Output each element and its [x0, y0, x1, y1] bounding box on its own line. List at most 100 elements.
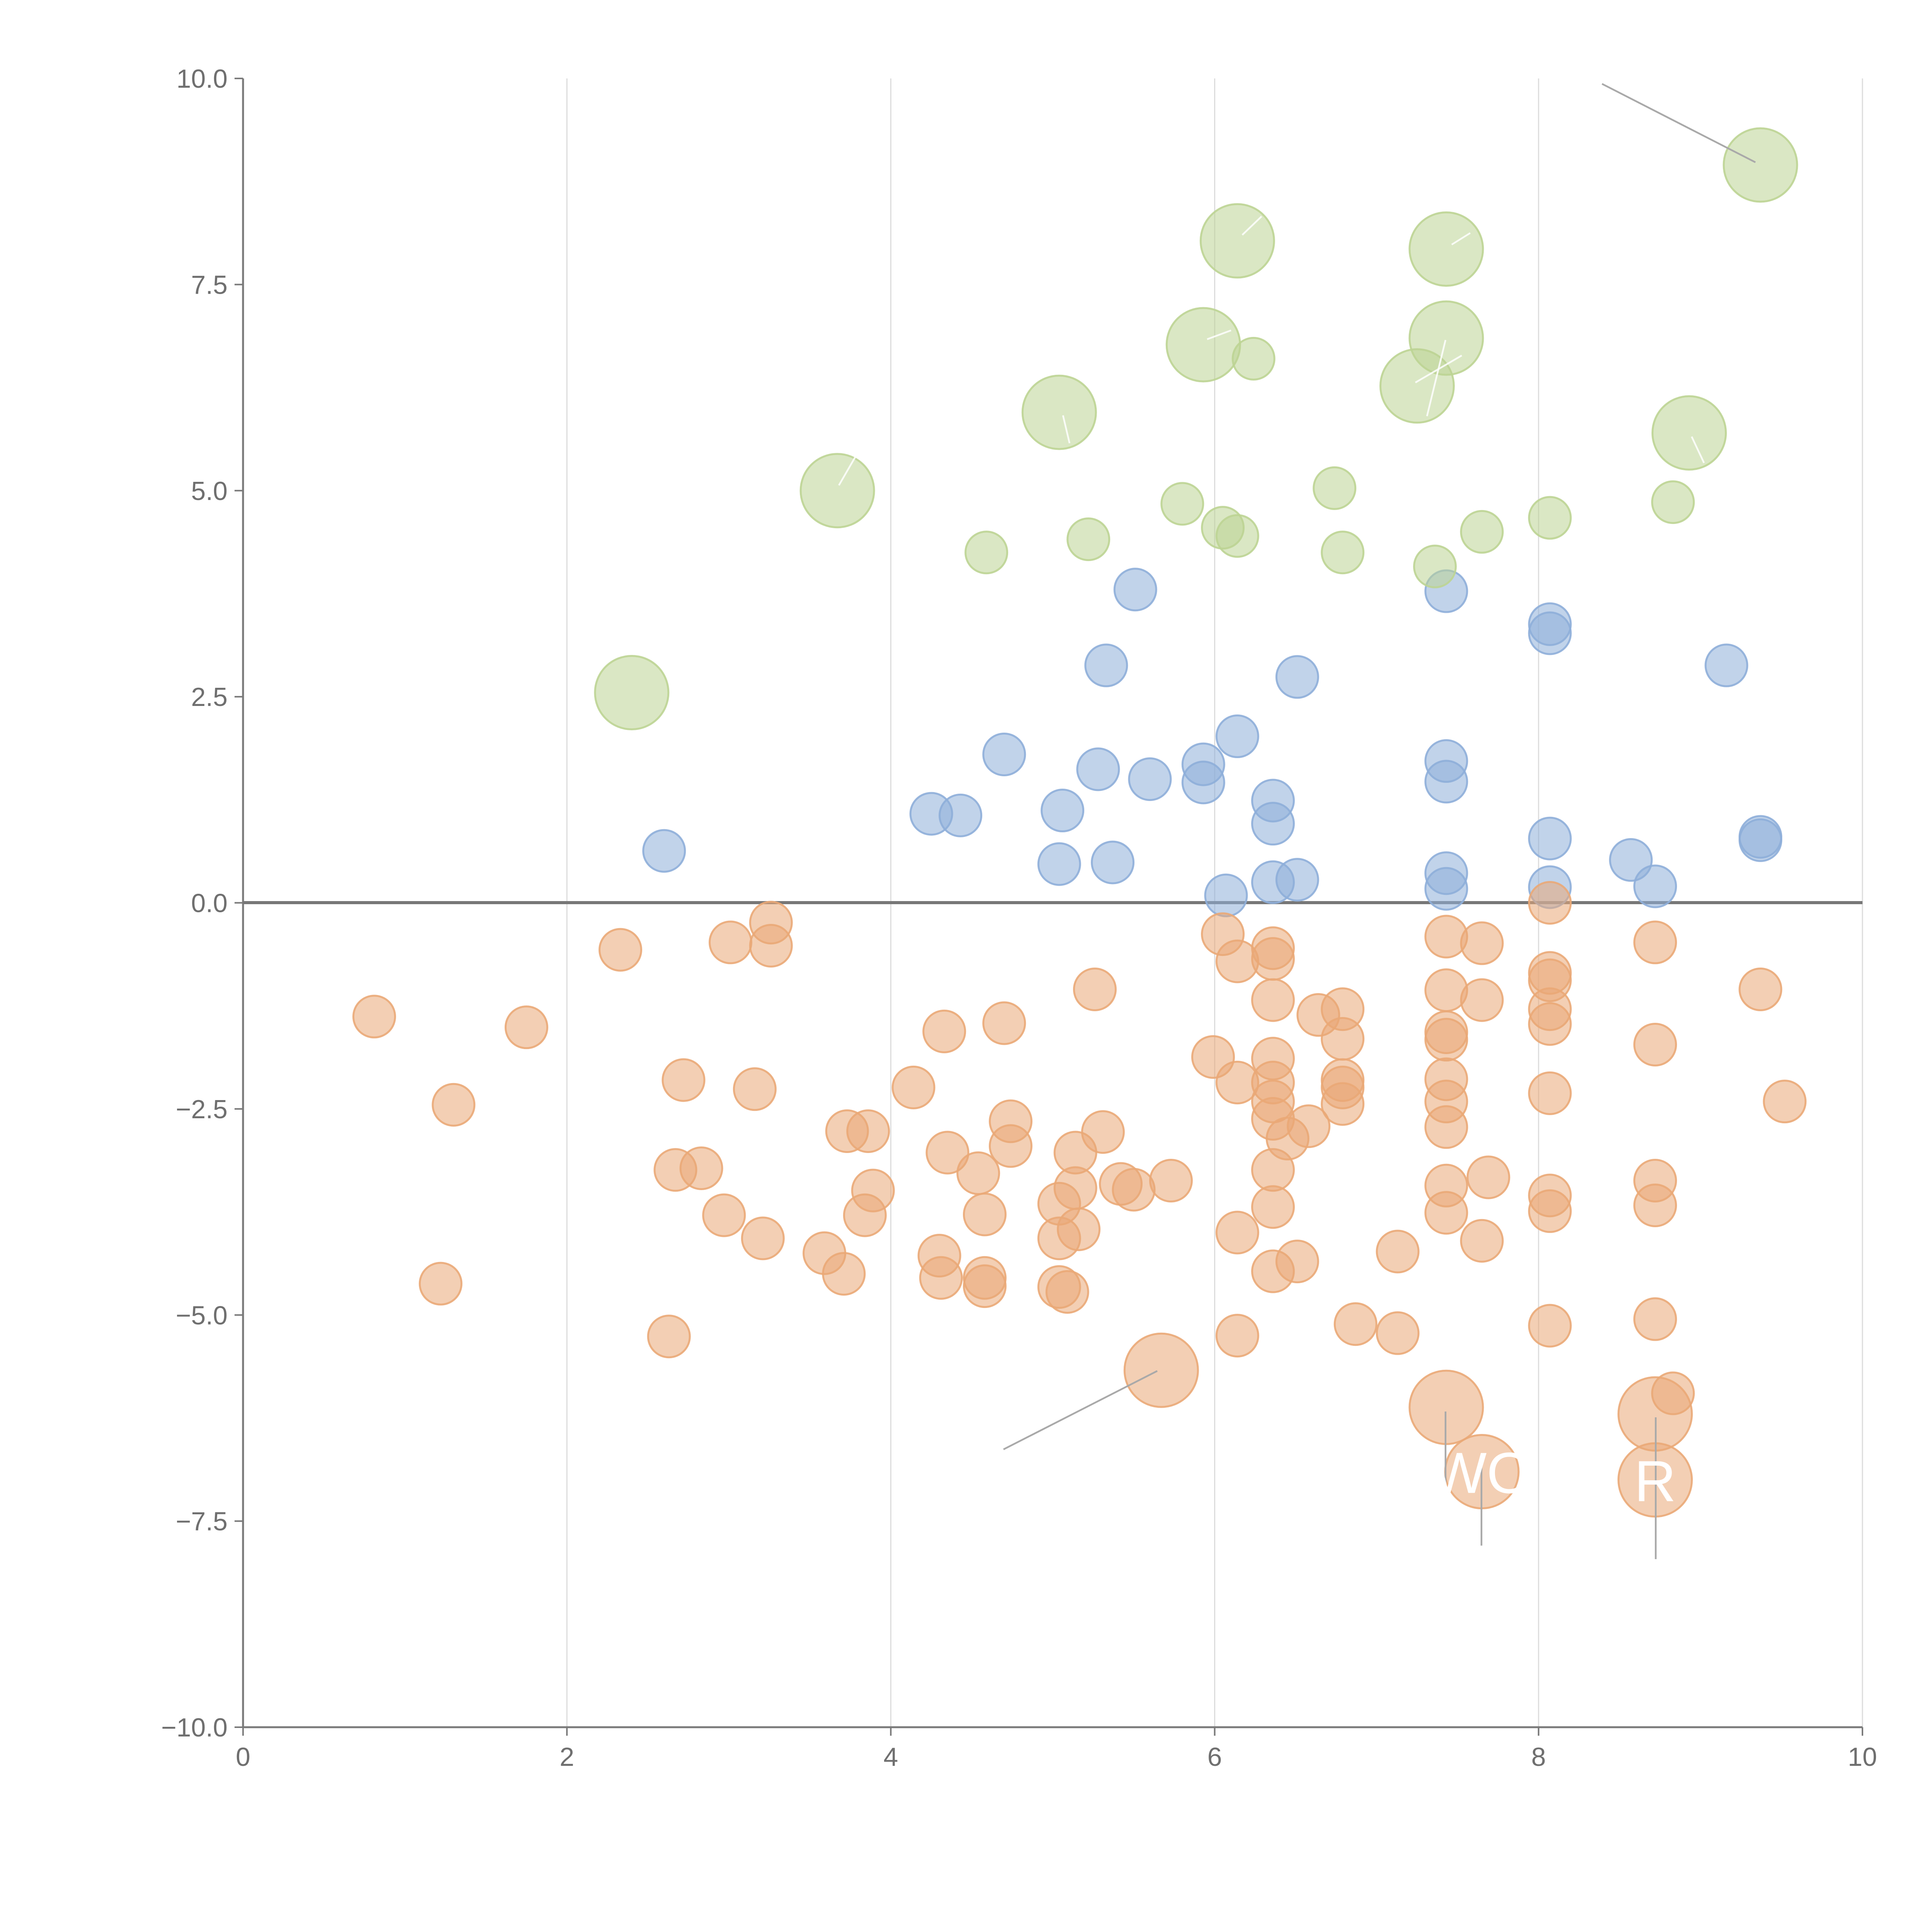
data-point-positive	[1084, 643, 1128, 687]
data-point-negative	[1287, 1104, 1331, 1148]
data-point-positive	[1041, 789, 1085, 833]
data-point-large-positive	[1651, 480, 1695, 524]
data-point-large-positive	[1021, 374, 1097, 450]
point-annotation-label: R	[1634, 1449, 1676, 1514]
data-point-large-negative	[1123, 1332, 1199, 1408]
data-point-negative	[1251, 978, 1295, 1022]
data-point-negative	[1045, 1270, 1089, 1314]
data-point-large-positive	[1199, 203, 1275, 279]
y-axis-ticks: −10.0 −7.5 −5.0 −2.5 0.0 2.5 5.0 7.5 10.0	[161, 64, 243, 1742]
data-point-negative	[1738, 968, 1782, 1012]
data-point-negative	[1633, 920, 1677, 964]
annotation-leader-lines	[838, 83, 1756, 1559]
data-point-negative	[647, 1315, 691, 1359]
data-point-positive	[1528, 816, 1572, 861]
data-point-negative	[1376, 1230, 1420, 1274]
y-tick-label: 7.5	[191, 270, 228, 299]
data-point-negative	[925, 1131, 969, 1175]
data-point-positive	[642, 829, 686, 873]
data-point-negative	[708, 920, 752, 964]
data-point-negative	[963, 1264, 1007, 1308]
data-point-negative	[1763, 1080, 1807, 1124]
x-tick-label: 4	[883, 1742, 898, 1772]
data-point-negative	[1149, 1158, 1193, 1202]
data-point-positive	[939, 793, 983, 837]
data-point-negative	[1321, 1017, 1365, 1061]
x-axis-ticks: 0 2 4 6 8 10	[236, 1727, 1877, 1772]
data-point-negative	[599, 928, 643, 972]
data-point-negative	[1251, 1185, 1295, 1229]
data-point-negative	[1460, 1219, 1504, 1263]
data-point-negative	[1424, 1105, 1468, 1149]
x-tick-label: 2	[560, 1742, 574, 1772]
data-point-positive	[1181, 760, 1225, 804]
data-point-negative	[1424, 1191, 1468, 1235]
data-point-large-positive	[799, 453, 875, 529]
data-point-large-positive	[1231, 337, 1276, 381]
data-point-large-positive	[1160, 482, 1204, 526]
data-point-negative	[919, 1256, 963, 1300]
data-point-positive	[1275, 655, 1319, 699]
data-point-negative	[352, 995, 396, 1039]
data-point-positive	[1704, 643, 1748, 687]
data-point-negative	[702, 1193, 746, 1237]
data-point-negative	[1081, 1110, 1125, 1154]
data-point-large-positive	[1528, 496, 1572, 540]
point-annotation-label: WO	[1432, 1440, 1532, 1505]
data-point-positive	[1275, 858, 1319, 902]
data-point-positive	[1251, 802, 1295, 846]
data-point-negative	[1424, 915, 1468, 959]
data-point-negative	[1528, 1304, 1572, 1348]
data-point-negative	[1057, 1207, 1101, 1251]
data-point-large-positive	[1215, 514, 1259, 558]
data-point-negative	[1424, 1018, 1468, 1062]
data-point-negative	[1073, 968, 1117, 1012]
data-point-positive	[1738, 818, 1782, 862]
y-tick-label: 0.0	[191, 889, 228, 918]
data-point-positive	[1424, 760, 1468, 804]
data-point-positive	[1215, 714, 1259, 759]
data-point-negative	[1460, 921, 1504, 965]
data-point-negative	[1528, 1002, 1572, 1046]
y-tick-label: −7.5	[176, 1507, 228, 1536]
leader-line	[838, 455, 857, 486]
leader-line	[1242, 216, 1262, 236]
leader-line	[1426, 340, 1447, 417]
data-point-large-positive	[1321, 531, 1365, 575]
data-point-negative	[1333, 1302, 1378, 1346]
y-tick-label: 2.5	[191, 682, 228, 712]
data-point-negative	[1376, 1311, 1420, 1355]
data-point-negative	[679, 1146, 723, 1190]
data-point-negative	[982, 1001, 1026, 1045]
data-point-negative	[1321, 1082, 1365, 1126]
leader-line	[1690, 436, 1705, 463]
data-point-negative	[1275, 1240, 1319, 1284]
data-point-positive	[1424, 867, 1468, 911]
data-point-negative	[1528, 1071, 1572, 1115]
y-tick-label: −10.0	[161, 1713, 228, 1742]
data-point-large-positive	[1723, 127, 1798, 203]
data-point-large-positive	[964, 531, 1009, 575]
data-point-positive	[1633, 864, 1677, 908]
data-point-positive	[1204, 873, 1248, 917]
leader-line	[1003, 1370, 1158, 1451]
data-point-large-positive	[1408, 300, 1484, 376]
leader-line	[1207, 329, 1231, 340]
data-point-positive	[1113, 568, 1157, 612]
x-tick-label: 8	[1531, 1742, 1546, 1772]
data-point-negative	[1633, 1297, 1677, 1341]
data-point-negative	[1528, 1189, 1572, 1233]
data-point-positive	[1076, 747, 1120, 791]
y-tick-label: −5.0	[176, 1301, 228, 1330]
y-tick-label: 10.0	[177, 64, 228, 94]
data-point-negative	[822, 1252, 866, 1296]
data-point-positive	[1528, 611, 1572, 655]
leader-line	[1601, 83, 1756, 163]
x-tick-label: 0	[236, 1742, 250, 1772]
data-point-negative	[1215, 1211, 1259, 1255]
data-point-large-positive	[1165, 307, 1241, 383]
data-point-negative	[662, 1058, 706, 1102]
data-point-negative	[1215, 1314, 1259, 1358]
x-tick-label: 10	[1848, 1742, 1877, 1772]
